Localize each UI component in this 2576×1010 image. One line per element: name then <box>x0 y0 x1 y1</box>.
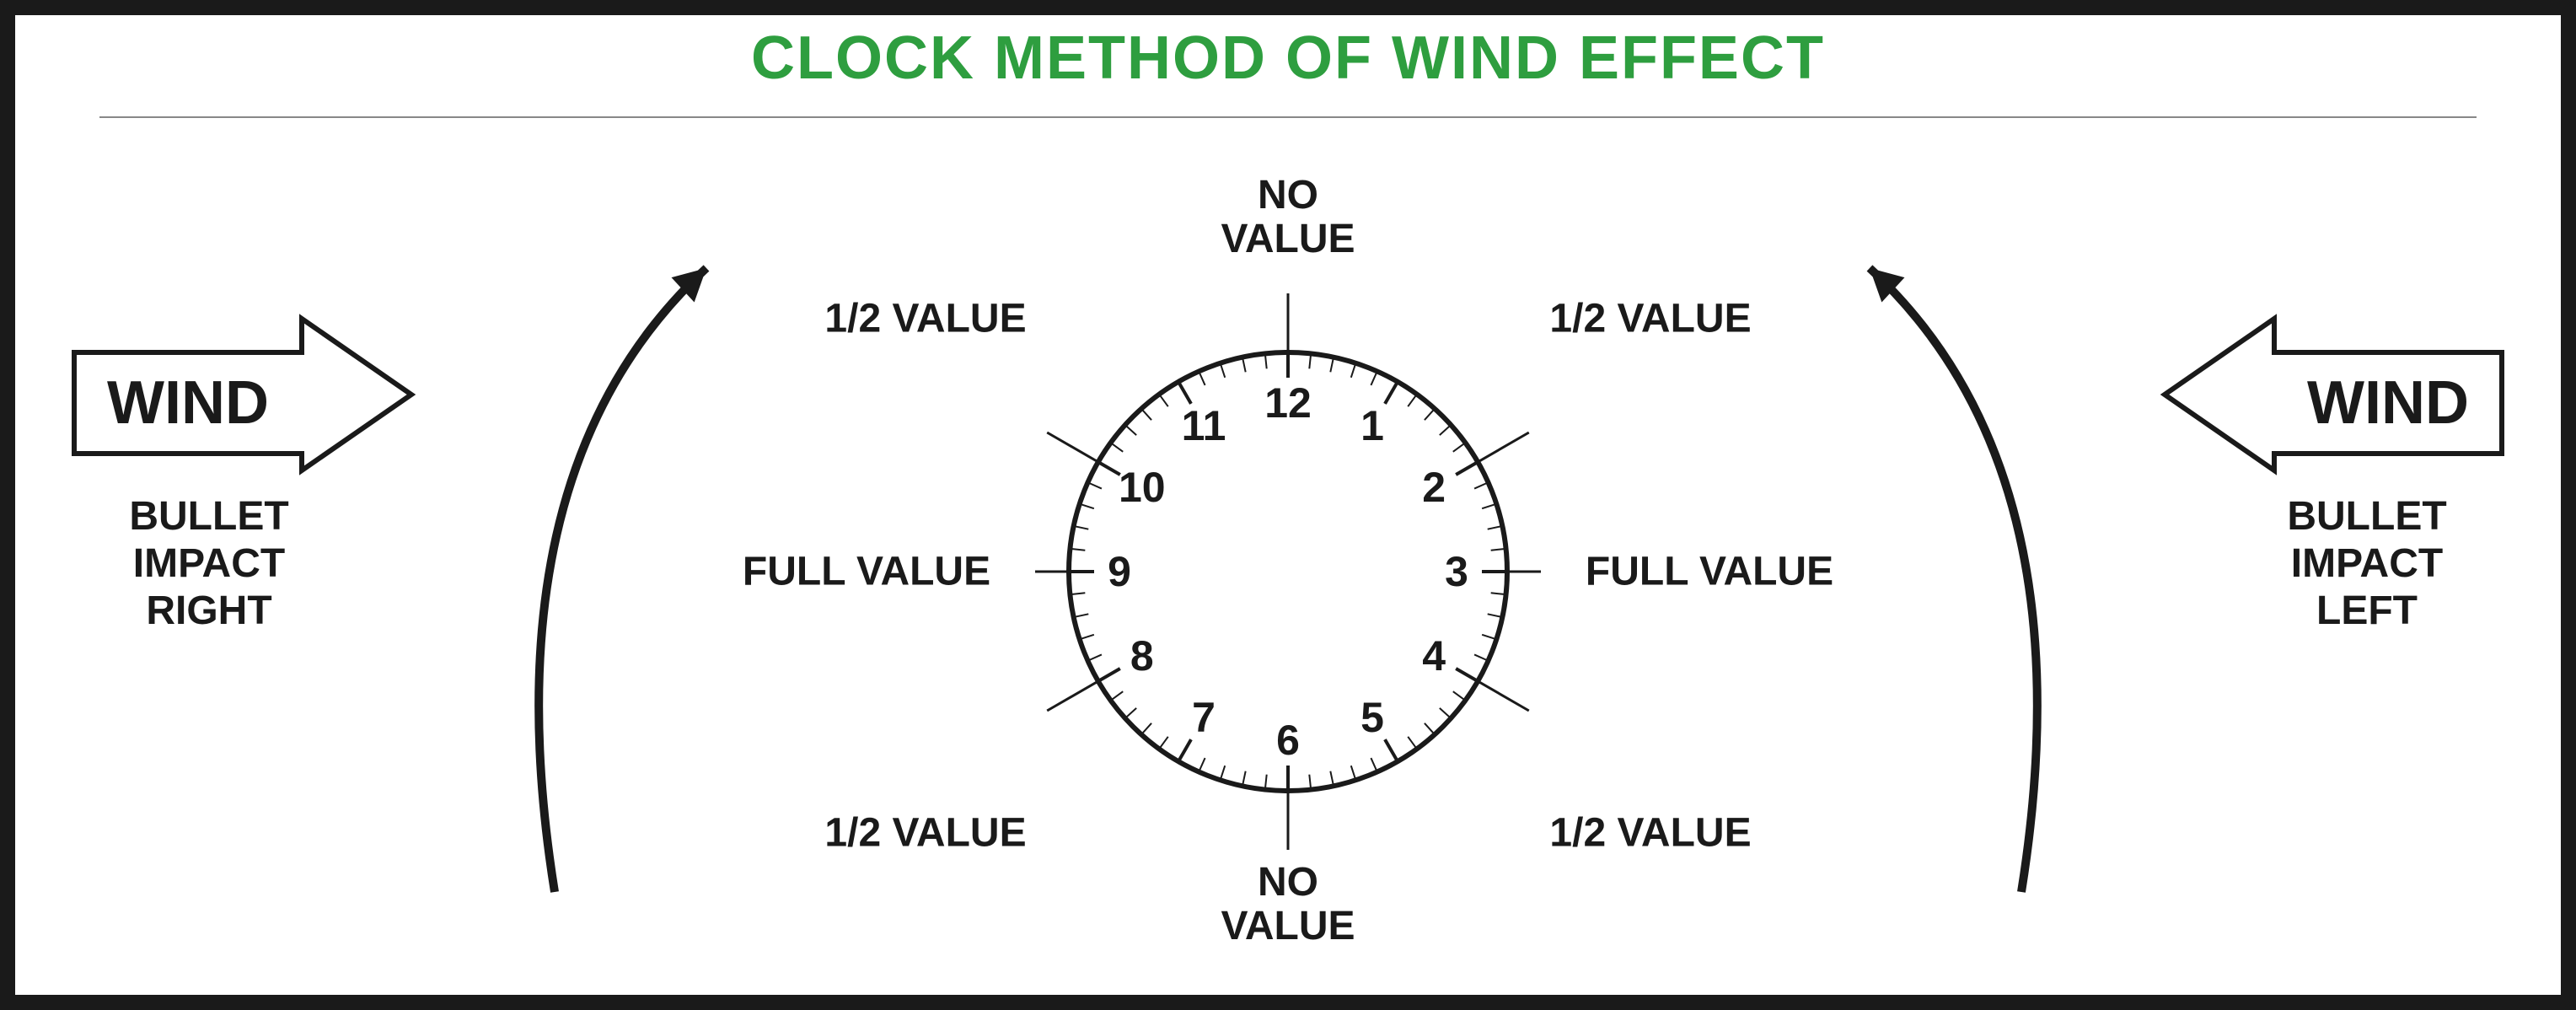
title-rule <box>99 116 2477 118</box>
clock-number: 5 <box>1360 694 1384 741</box>
sector-label: 1/2 VALUE <box>824 297 1026 341</box>
wind-sublabel-line: BULLET <box>129 494 288 539</box>
clock-number: 7 <box>1192 694 1216 741</box>
wind-sublabel-line: IMPACT <box>2291 541 2443 586</box>
sector-label-line: NO <box>1258 860 1318 905</box>
sector-label-line: VALUE <box>1221 217 1355 261</box>
clock-number: 9 <box>1108 548 1131 595</box>
clock-number: 11 <box>1182 402 1226 449</box>
sector-label: NOVALUE <box>1221 860 1355 948</box>
sector-label: FULL VALUE <box>743 550 990 594</box>
wind-sublabel-line: IMPACT <box>133 541 285 586</box>
clock-number: 2 <box>1422 464 1446 511</box>
right-wind-arrow: WIND BULLETIMPACTLEFT <box>2165 319 2502 633</box>
sector-label: NOVALUE <box>1221 173 1355 261</box>
left-wind-arrow: WIND BULLETIMPACTRIGHT <box>74 319 411 633</box>
sector-label-line: FULL VALUE <box>1586 550 1833 594</box>
wind-sublabel-line: LEFT <box>2316 588 2418 633</box>
sector-label-line: NO <box>1258 173 1318 218</box>
sector-label: 1/2 VALUE <box>1549 297 1751 341</box>
wind-sublabel-line: BULLET <box>2287 494 2446 539</box>
clock-number: 1 <box>1360 402 1384 449</box>
right-deflection-arrow <box>1870 268 2037 892</box>
wind-sublabel-line: RIGHT <box>146 588 271 633</box>
sector-label-line: 1/2 VALUE <box>824 811 1026 856</box>
diagram-title: CLOCK METHOD OF WIND EFFECT <box>15 24 2561 93</box>
sector-label-line: FULL VALUE <box>743 550 990 594</box>
clock-number: 8 <box>1130 632 1154 680</box>
sector-label-line: 1/2 VALUE <box>1549 811 1751 856</box>
wind-label: WIND <box>107 369 269 437</box>
sector-label-line: 1/2 VALUE <box>1549 297 1751 341</box>
sector-label-line: 1/2 VALUE <box>824 297 1026 341</box>
sector-label-line: VALUE <box>1221 904 1355 948</box>
clock-number: 6 <box>1276 717 1300 764</box>
left-deflection-arrow <box>539 268 706 892</box>
wind-label: WIND <box>2307 369 2469 437</box>
sector-label: FULL VALUE <box>1586 550 1833 594</box>
clock-number: 3 <box>1445 548 1468 595</box>
clock-number: 12 <box>1264 379 1312 427</box>
diagram-content: WINDBULLETIMPACTRIGHTWINDBULLETIMPACTLEF… <box>15 133 2561 995</box>
clock-number: 4 <box>1422 632 1446 680</box>
sector-label: 1/2 VALUE <box>1549 811 1751 856</box>
diagram-svg: WINDBULLETIMPACTRIGHTWINDBULLETIMPACTLEF… <box>15 133 2561 1010</box>
clock-number: 10 <box>1119 464 1166 511</box>
diagram-frame: CLOCK METHOD OF WIND EFFECT WINDBULLETIM… <box>0 0 2576 1010</box>
sector-label: 1/2 VALUE <box>824 811 1026 856</box>
